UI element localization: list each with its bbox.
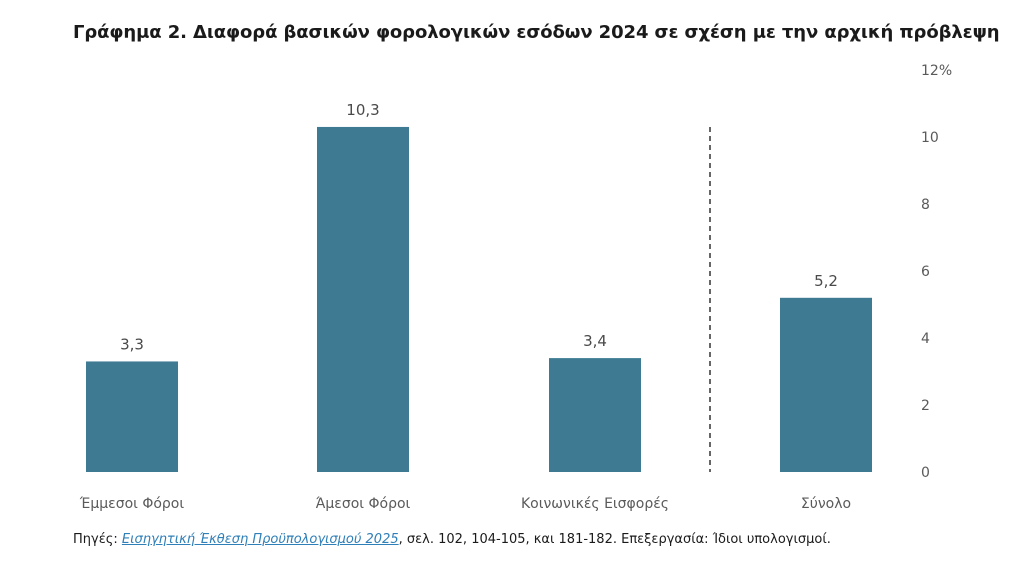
value-label-2: 3,4 bbox=[583, 332, 607, 350]
y-tick-label-1: 2 bbox=[921, 398, 930, 414]
value-label-0: 3,3 bbox=[120, 335, 144, 353]
category-label-3: Σύνολο bbox=[801, 496, 851, 512]
source-prefix: Πηγές: bbox=[73, 532, 122, 547]
source-suffix: , σελ. 102, 104-105, και 181-182. Επεξερ… bbox=[398, 532, 831, 547]
bar-1 bbox=[317, 126, 409, 472]
category-label-0: Έμμεσοι Φόροι bbox=[79, 496, 184, 512]
y-tick-label-2: 4 bbox=[921, 331, 930, 347]
y-tick-label-5: 10 bbox=[921, 130, 939, 146]
y-tick-label-0: 0 bbox=[921, 465, 930, 481]
y-tick-label-6: 12% bbox=[921, 63, 952, 79]
category-label-1: Άμεσοι Φόροι bbox=[316, 496, 411, 512]
y-tick-label-4: 8 bbox=[921, 197, 930, 213]
source-link[interactable]: Εισηγητική Έκθεση Προϋπολογισμού 2025 bbox=[121, 532, 399, 547]
bar-2 bbox=[549, 358, 641, 472]
bar-3 bbox=[780, 297, 872, 472]
value-label-3: 5,2 bbox=[814, 272, 838, 290]
chart-title: Γράφημα 2. Διαφορά βασικών φορολογικών ε… bbox=[73, 22, 1000, 43]
category-label-2: Κοινωνικές Εισφορές bbox=[521, 496, 669, 512]
y-tick-label-3: 6 bbox=[921, 264, 930, 280]
bar-0 bbox=[86, 361, 178, 472]
source-note: Πηγές: Εισηγητική Έκθεση Προϋπολογισμού … bbox=[73, 532, 831, 547]
value-label-1: 10,3 bbox=[346, 101, 379, 119]
